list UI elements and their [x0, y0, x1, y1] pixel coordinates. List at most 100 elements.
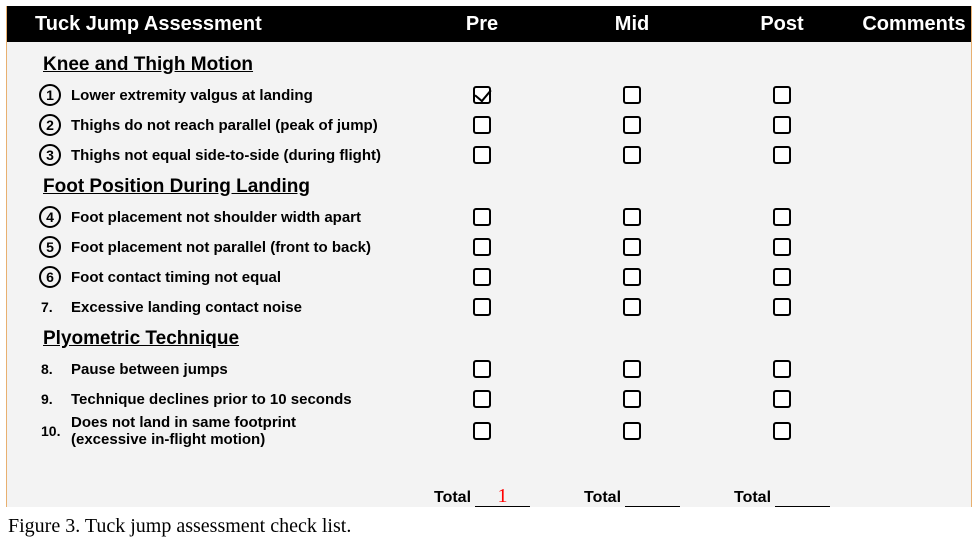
checkbox-cell-pre	[407, 298, 557, 316]
checkbox-mid[interactable]	[623, 360, 641, 378]
criteria-row: 9.Technique declines prior to 10 seconds	[7, 384, 971, 414]
total-label-post: Total	[734, 489, 771, 507]
checkbox-cell-mid	[557, 146, 707, 164]
criteria-row: 7.Excessive landing contact noise	[7, 292, 971, 322]
row-number: 2	[37, 114, 63, 136]
header-title: Tuck Jump Assessment	[7, 13, 407, 36]
criteria-row: 8.Pause between jumps	[7, 354, 971, 384]
checkbox-mid[interactable]	[623, 238, 641, 256]
checkbox-mid[interactable]	[623, 422, 641, 440]
criteria-row: 1Lower extremity valgus at landing	[7, 80, 971, 110]
checkbox-cell-mid	[557, 238, 707, 256]
row-number: 8.	[37, 361, 63, 377]
checkbox-pre[interactable]	[473, 86, 491, 104]
checkbox-pre[interactable]	[473, 360, 491, 378]
checkbox-cell-pre	[407, 86, 557, 104]
header-col-mid: Mid	[557, 13, 707, 36]
sheet-body: Knee and Thigh Motion1Lower extremity va…	[7, 42, 971, 459]
checkbox-pre[interactable]	[473, 116, 491, 134]
checkbox-cell-post	[707, 360, 857, 378]
row-label: Foot placement not parallel (front to ba…	[63, 239, 407, 256]
total-mid: Total	[557, 485, 707, 507]
checkbox-cell-post	[707, 390, 857, 408]
row-label: Pause between jumps	[63, 361, 407, 378]
checkbox-cell-post	[707, 298, 857, 316]
checkbox-post[interactable]	[773, 208, 791, 226]
row-number: 3	[37, 144, 63, 166]
checkbox-post[interactable]	[773, 422, 791, 440]
section-heading: Foot Position During Landing	[7, 170, 971, 202]
checkbox-pre[interactable]	[473, 208, 491, 226]
checkbox-post[interactable]	[773, 86, 791, 104]
checkbox-cell-pre	[407, 422, 557, 440]
checkbox-cell-pre	[407, 208, 557, 226]
header-col-comments: Comments	[857, 13, 971, 36]
section-heading: Knee and Thigh Motion	[7, 48, 971, 80]
criteria-row: 4Foot placement not shoulder width apart	[7, 202, 971, 232]
row-label: Excessive landing contact noise	[63, 299, 407, 316]
checkbox-cell-post	[707, 116, 857, 134]
checkbox-cell-mid	[557, 422, 707, 440]
total-post: Total	[707, 485, 857, 507]
criteria-row: 10.Does not land in same footprint(exces…	[7, 414, 971, 449]
assessment-sheet: Tuck Jump Assessment Pre Mid Post Commen…	[6, 6, 972, 507]
checkbox-cell-mid	[557, 360, 707, 378]
total-value-post	[775, 485, 830, 507]
checkbox-post[interactable]	[773, 390, 791, 408]
row-number: 10.	[37, 423, 63, 439]
total-label-mid: Total	[584, 489, 621, 507]
checkbox-post[interactable]	[773, 146, 791, 164]
total-pre: Total 1	[407, 485, 557, 507]
checkbox-post[interactable]	[773, 268, 791, 286]
checkbox-cell-pre	[407, 360, 557, 378]
checkbox-cell-post	[707, 208, 857, 226]
checkbox-post[interactable]	[773, 298, 791, 316]
checkbox-post[interactable]	[773, 238, 791, 256]
checkbox-mid[interactable]	[623, 298, 641, 316]
checkbox-cell-mid	[557, 390, 707, 408]
checkbox-cell-pre	[407, 390, 557, 408]
row-number: 1	[37, 84, 63, 106]
checkbox-mid[interactable]	[623, 268, 641, 286]
total-value-mid	[625, 485, 680, 507]
row-number: 9.	[37, 391, 63, 407]
checkbox-post[interactable]	[773, 360, 791, 378]
checkbox-cell-pre	[407, 238, 557, 256]
checkbox-cell-pre	[407, 268, 557, 286]
checkbox-mid[interactable]	[623, 390, 641, 408]
row-number: 5	[37, 236, 63, 258]
checkbox-post[interactable]	[773, 116, 791, 134]
checkbox-cell-post	[707, 238, 857, 256]
checkbox-mid[interactable]	[623, 86, 641, 104]
row-label: Thighs do not reach parallel (peak of ju…	[63, 117, 407, 134]
total-label-pre: Total	[434, 489, 471, 507]
checkbox-cell-mid	[557, 86, 707, 104]
row-number: 7.	[37, 299, 63, 315]
row-label: Lower extremity valgus at landing	[63, 87, 407, 104]
total-value-pre: 1	[475, 485, 530, 507]
checkbox-cell-post	[707, 268, 857, 286]
checkbox-mid[interactable]	[623, 208, 641, 226]
checkbox-pre[interactable]	[473, 422, 491, 440]
checkbox-cell-mid	[557, 268, 707, 286]
checkbox-pre[interactable]	[473, 298, 491, 316]
figure-caption: Figure 3. Tuck jump assessment check lis…	[6, 507, 974, 538]
header-col-pre: Pre	[407, 13, 557, 36]
checkbox-cell-mid	[557, 208, 707, 226]
row-label: Foot contact timing not equal	[63, 269, 407, 286]
header-row: Tuck Jump Assessment Pre Mid Post Commen…	[7, 6, 971, 42]
checkbox-cell-mid	[557, 116, 707, 134]
criteria-row: 2Thighs do not reach parallel (peak of j…	[7, 110, 971, 140]
checkbox-mid[interactable]	[623, 146, 641, 164]
totals-row: Total 1 Total Total	[7, 467, 971, 507]
checkbox-cell-mid	[557, 298, 707, 316]
checkbox-pre[interactable]	[473, 390, 491, 408]
row-label: Does not land in same footprint(excessiv…	[63, 414, 407, 449]
checkbox-pre[interactable]	[473, 268, 491, 286]
header-col-post: Post	[707, 13, 857, 36]
checkbox-mid[interactable]	[623, 116, 641, 134]
row-label: Technique declines prior to 10 seconds	[63, 391, 407, 408]
checkbox-pre[interactable]	[473, 146, 491, 164]
checkbox-cell-post	[707, 422, 857, 440]
checkbox-pre[interactable]	[473, 238, 491, 256]
